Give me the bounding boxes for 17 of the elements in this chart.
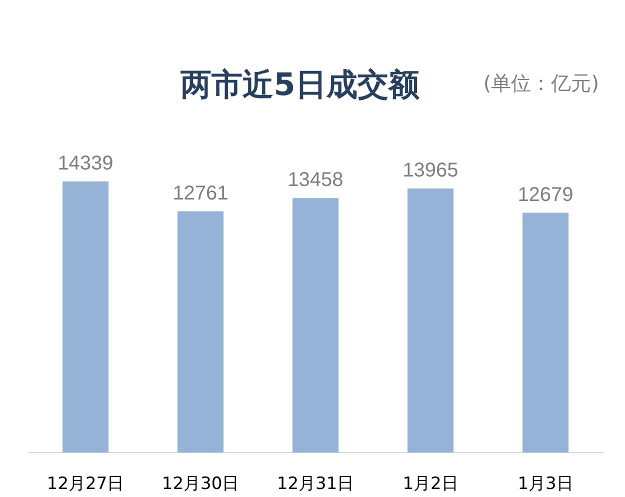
x-tick-label: 1月2日 xyxy=(402,474,458,494)
text: (单位：亿元) xyxy=(483,70,599,96)
x-tick-label: 12月31日 xyxy=(276,474,354,494)
data-label: 12761 xyxy=(172,182,228,204)
bar xyxy=(522,212,568,453)
x-tick-label: 1月3日 xyxy=(518,474,574,494)
bar xyxy=(408,188,454,453)
x-tick-label: 12月30日 xyxy=(162,474,240,494)
data-label: 14339 xyxy=(58,152,114,174)
data-label: 13965 xyxy=(402,159,458,182)
chart-title: 两市近5日成交额 xyxy=(180,67,420,103)
bar xyxy=(178,211,224,453)
bar xyxy=(292,198,338,453)
x-tick-label: 12月27日 xyxy=(46,474,124,494)
data-label: 12679 xyxy=(518,184,574,206)
data-label: 13458 xyxy=(288,169,344,192)
bar xyxy=(62,181,108,453)
